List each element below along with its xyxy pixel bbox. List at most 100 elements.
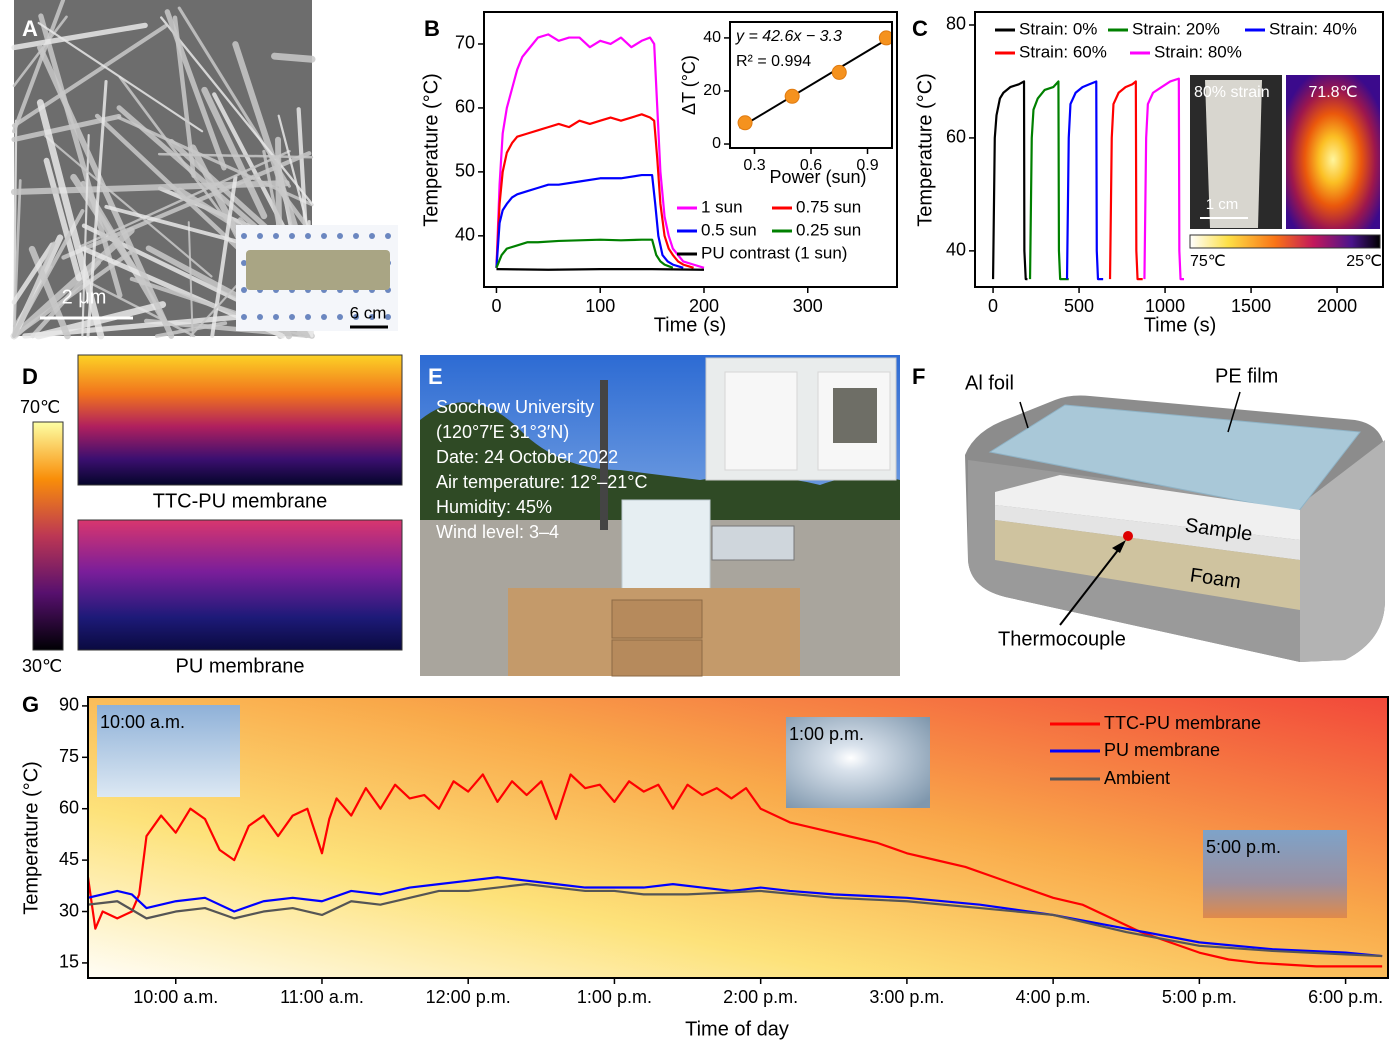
instrument — [712, 526, 794, 560]
x-tick-label: 3:00 p.m. — [869, 987, 944, 1007]
colorbar-label: 25℃ — [1346, 253, 1382, 270]
x-tick-label: 12:00 p.m. — [426, 987, 511, 1007]
x-tick-label: 0 — [491, 296, 501, 316]
y-tick-label: 30 — [59, 900, 79, 920]
label: Al foil — [965, 372, 1014, 394]
x-tick-label: 200 — [689, 296, 719, 316]
x-tick-label: 6:00 p.m. — [1308, 987, 1383, 1007]
y-tick-label: 80 — [946, 14, 966, 34]
thermal-image — [78, 355, 402, 485]
x-tick-label: 1:00 p.m. — [577, 987, 652, 1007]
panel-d: D 70℃ 30℃ TTC-PU membrane PU membrane — [20, 355, 402, 677]
inset-label: 10:00 a.m. — [100, 712, 185, 732]
pattern-dot — [305, 233, 311, 239]
y-tick-label: 20 — [703, 82, 721, 99]
x-tick-label: 5:00 p.m. — [1162, 987, 1237, 1007]
panel-label: A — [22, 16, 38, 41]
pattern-dot — [337, 233, 343, 239]
glass-box — [622, 500, 710, 590]
x-tick-label: 2:00 p.m. — [723, 987, 798, 1007]
legend-label: 0.5 sun — [701, 220, 757, 239]
x-axis-title: Time (s) — [654, 314, 727, 336]
inset-label: 5:00 p.m. — [1206, 837, 1281, 857]
legend-label: PU contrast (1 sun) — [701, 243, 847, 262]
label: Thermocouple — [998, 628, 1126, 650]
caption: PU membrane — [176, 655, 305, 677]
x-tick-label: 0 — [988, 296, 998, 316]
pattern-dot — [273, 314, 279, 320]
legend-label: Strain: 60% — [1019, 42, 1107, 61]
chart: 0500100015002000406080Time (s)Temperatur… — [912, 12, 1383, 336]
y-tick-label: 40 — [703, 29, 721, 46]
colorbar — [33, 422, 63, 650]
x-tick-label: 2000 — [1317, 296, 1357, 316]
y-tick-label: 90 — [59, 695, 79, 715]
panel-label: G — [22, 692, 39, 717]
point — [738, 116, 752, 130]
y-tick-label: 60 — [946, 127, 966, 147]
legend-label: 0.75 sun — [796, 197, 861, 216]
legend-label: Strain: 40% — [1269, 19, 1357, 38]
pattern-dot — [257, 314, 263, 320]
scale-label: 6 cm — [350, 303, 387, 322]
scale-label: 1 cm — [1206, 196, 1239, 213]
chart: 10:00 a.m. 1:00 p.m. 5:00 p.m. 10:00 a.m. 11… — [20, 692, 1388, 1040]
inset-label: 71.8℃ — [1308, 84, 1357, 101]
legend-label: Strain: 80% — [1154, 42, 1242, 61]
x-tick-label: 1000 — [1145, 296, 1185, 316]
y-tick-label: 15 — [59, 952, 79, 972]
colorbar-label: 75℃ — [1190, 253, 1226, 270]
series-line — [496, 269, 704, 270]
pattern-dot — [321, 314, 327, 320]
colorbar — [1190, 235, 1380, 248]
legend-label: 0.25 sun — [796, 220, 861, 239]
point — [832, 65, 846, 79]
x-tick-label: 300 — [793, 296, 823, 316]
panel-label: E — [428, 364, 443, 389]
pattern-dot — [241, 287, 247, 293]
y-axis-title: Temperature (°C) — [420, 73, 442, 227]
y-tick-label: 70 — [455, 33, 475, 53]
pattern-dot — [241, 233, 247, 239]
colorbar-label: 70℃ — [20, 397, 60, 417]
x-tick-label: 10:00 a.m. — [133, 987, 218, 1007]
panel-f: F Al foil PE film Sample Foam Thermocoup… — [912, 364, 1385, 662]
x-axis-title: Power (sun) — [769, 167, 866, 187]
panel-label: C — [912, 16, 928, 41]
x-tick-label: 11:00 a.m. — [280, 987, 364, 1007]
pattern-dot — [369, 233, 375, 239]
y-axis-title: Temperature (°C) — [914, 73, 936, 227]
panel-label: F — [912, 364, 925, 389]
pattern-dot — [337, 314, 343, 320]
scale-label: 2 μm — [62, 286, 107, 308]
colorbar-label: 30℃ — [22, 656, 62, 676]
inset-label: 1:00 p.m. — [789, 724, 864, 744]
y-tick-label: 45 — [59, 849, 79, 869]
panel-label: B — [424, 16, 440, 41]
thermocouple-dot — [1123, 531, 1133, 541]
x-axis-title: Time of day — [685, 1018, 789, 1040]
info-line: Soochow University — [436, 397, 594, 417]
info-line: Humidity: 45% — [436, 497, 552, 517]
caption: TTC-PU membrane — [153, 490, 327, 512]
drawer — [612, 600, 702, 638]
legend-label: 1 sun — [701, 197, 743, 216]
x-tick-label: 4:00 p.m. — [1016, 987, 1091, 1007]
info-line: Air temperature: 12°–21°C — [436, 472, 648, 492]
pattern-dot — [241, 314, 247, 320]
figure: 2 μm 6 cm A D 70℃ 30℃ TTC-PU membrane PU m… — [0, 0, 1391, 1042]
legend-label: PU membrane — [1104, 740, 1220, 760]
panel-label: D — [22, 364, 38, 389]
legend-label: Strain: 20% — [1132, 19, 1220, 38]
y-tick-label: 40 — [946, 240, 966, 260]
y-tick-label: 0 — [712, 135, 721, 152]
membrane-sample — [246, 250, 390, 290]
y-axis-title: ΔT (°C) — [679, 55, 699, 115]
x-tick-label: 1500 — [1231, 296, 1271, 316]
x-tick-label: 0.3 — [743, 157, 765, 174]
pattern-dot — [385, 233, 391, 239]
sample — [833, 388, 877, 443]
y-tick-label: 60 — [455, 97, 475, 117]
inset-label: 80% strain — [1194, 84, 1270, 101]
pattern-dot — [289, 314, 295, 320]
